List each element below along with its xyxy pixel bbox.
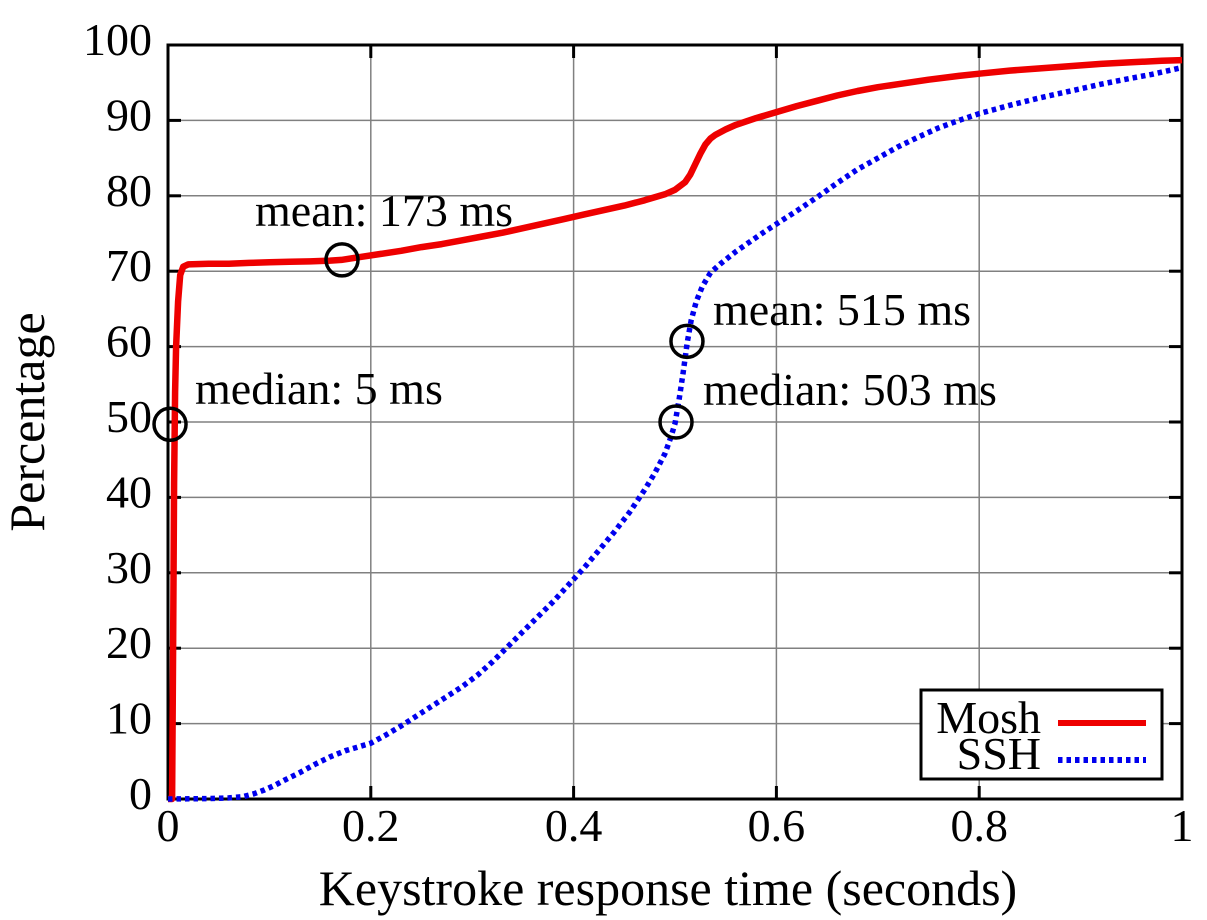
y-tick-label: 100 <box>83 14 152 65</box>
legend: Mosh SSH <box>919 688 1164 781</box>
curve-mosh <box>168 56 1183 803</box>
marker-circle-1 <box>152 406 188 443</box>
y-tick-label: 60 <box>106 316 152 367</box>
y-tick-label: 20 <box>106 617 152 668</box>
x-tick-label: 0.8 <box>950 800 1008 851</box>
x-tick-label: 0 <box>157 800 180 851</box>
x-tick-label: 0.4 <box>545 800 603 851</box>
marker-circle-2 <box>669 323 705 360</box>
y-tick-label: 50 <box>106 391 152 442</box>
y-tick-label: 0 <box>129 768 152 819</box>
y-tick-label: 80 <box>106 165 152 216</box>
x-tick-label: 0.2 <box>342 800 400 851</box>
annotation-mosh-mean: mean: 173 ms <box>255 185 513 236</box>
legend-label-mosh: Mosh <box>936 692 1041 743</box>
x-tick-label: 1 <box>1171 800 1194 851</box>
legend-box <box>919 688 1164 781</box>
y-axis-title: Percentage <box>0 312 55 531</box>
legend-label-ssh: SSH <box>957 728 1041 779</box>
x-axis-title: Keystroke response time (seconds) <box>319 860 1017 916</box>
y-tick-label: 90 <box>106 89 152 140</box>
marker-circle-3 <box>658 404 694 440</box>
annotation-mosh-median: median: 5 ms <box>195 363 443 414</box>
y-tick-label: 40 <box>106 466 152 517</box>
data-curves <box>167 56 1183 803</box>
y-tick-labels: 0 10 20 30 40 50 60 70 80 90 100 <box>83 14 152 819</box>
x-tick-labels: 0 0.2 0.4 0.6 0.8 1 <box>157 800 1194 851</box>
stat-circle-markers <box>152 242 705 443</box>
annotation-ssh-mean: mean: 515 ms <box>713 284 971 335</box>
y-tick-label: 30 <box>106 542 152 593</box>
grid-lines <box>168 45 1182 799</box>
y-tick-label: 70 <box>106 240 152 291</box>
annotation-ssh-median: median: 503 ms <box>703 364 997 415</box>
marker-circle-0 <box>324 242 360 278</box>
curve-ssh <box>167 64 1183 802</box>
y-tick-label: 10 <box>106 693 152 744</box>
x-tick-label: 0.6 <box>748 800 806 851</box>
